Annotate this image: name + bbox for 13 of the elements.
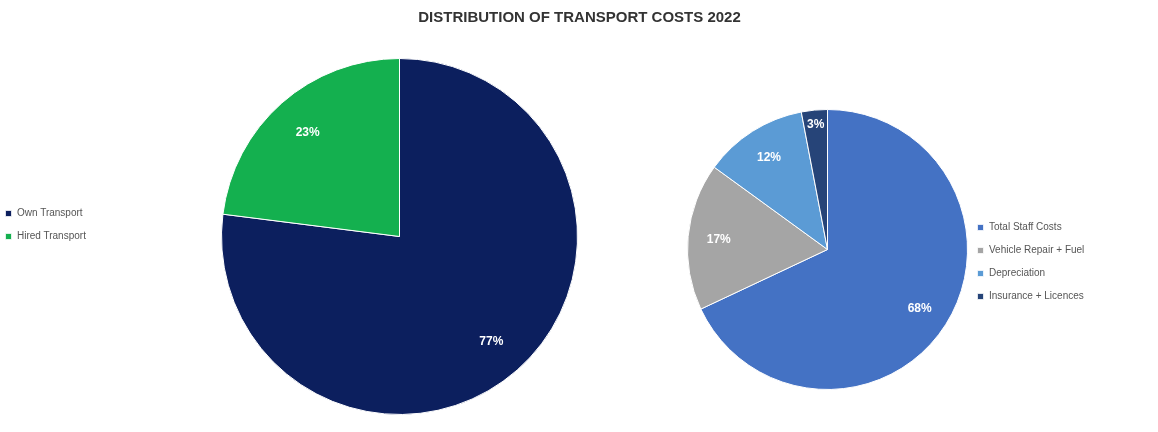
data-label: 68% [907, 301, 933, 316]
legend-label: Total Staff Costs [989, 221, 1062, 232]
data-label: 77% [479, 333, 504, 348]
legend-label: Insurance + Licences [989, 290, 1084, 301]
legend-label: Own Transport [17, 207, 83, 218]
legend-label: Depreciation [989, 267, 1046, 278]
legend-label: Vehicle Repair + Fuel [989, 244, 1085, 255]
legend-label: Hired Transport [17, 230, 86, 241]
data-label: 23% [295, 125, 321, 140]
chart-title: DISTRIBUTION OF TRANSPORT COSTS 2022 [418, 7, 741, 25]
data-label: 17% [706, 232, 732, 247]
data-label: 12% [756, 150, 782, 165]
data-label: 3% [806, 117, 825, 132]
